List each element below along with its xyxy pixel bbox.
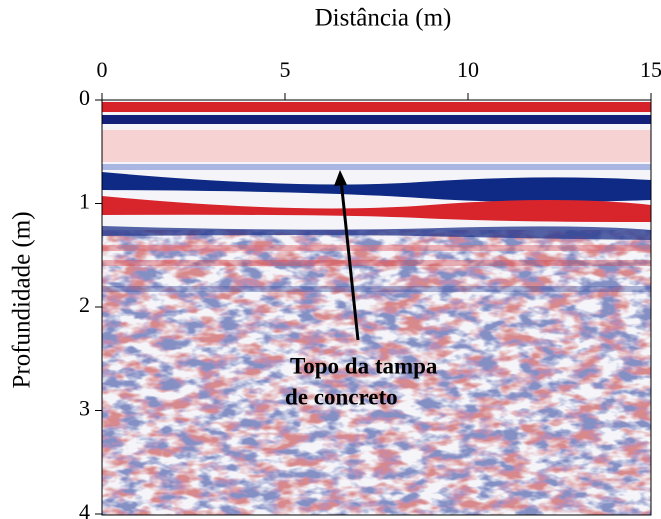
y-tick-label: 4 [79, 499, 90, 519]
band [102, 245, 651, 251]
y-tick-label: 2 [79, 292, 90, 317]
band [102, 260, 651, 266]
y-tick-label: 1 [79, 189, 90, 214]
annotation: Topo da tampa [290, 353, 438, 378]
band [102, 286, 651, 292]
band [102, 172, 651, 203]
x-axis-label: Distância (m) [315, 5, 452, 32]
band [102, 164, 651, 170]
y-tick-label: 0 [79, 85, 90, 110]
band [102, 102, 651, 112]
band [102, 130, 651, 162]
radargram-image [102, 100, 651, 515]
x-tick-label: 5 [280, 57, 291, 82]
band [102, 226, 651, 240]
band [102, 196, 651, 222]
texture [102, 230, 651, 515]
x-tick-label: 15 [640, 57, 661, 82]
y-tick-label: 3 [79, 396, 90, 421]
annotation: de concreto [285, 384, 398, 409]
arrow-head [334, 170, 347, 186]
annotation-arrow [339, 179, 360, 341]
band [102, 115, 651, 124]
x-tick-label: 10 [457, 57, 479, 82]
x-tick-label: 0 [97, 57, 108, 82]
y-axis-label: Profundidade (m) [9, 211, 36, 388]
